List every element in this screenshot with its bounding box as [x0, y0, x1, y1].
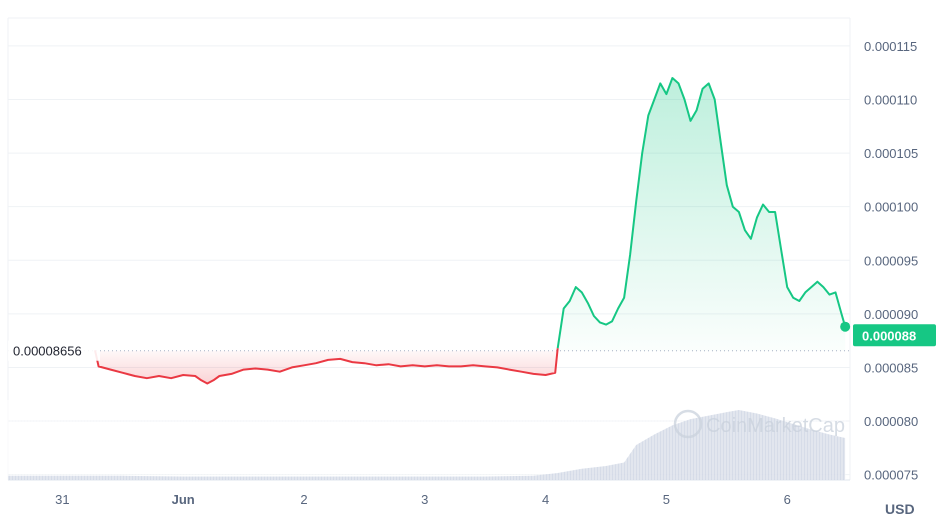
x-tick-label: 2 — [300, 492, 307, 507]
watermark-logo-icon — [673, 409, 703, 439]
y-tick-label: 0.000100 — [864, 200, 918, 215]
y-tick-label: 0.000085 — [864, 360, 918, 375]
x-axis: 31 Jun 2 3 4 5 6 — [55, 492, 791, 507]
last-price-badge-bg — [853, 324, 936, 347]
down-area-fill — [95, 348, 558, 384]
watermark: CoinMarketCap — [673, 409, 845, 439]
last-price-badge: 0.000088 — [853, 324, 936, 347]
x-tick-label: 5 — [663, 492, 670, 507]
reference-price-text: 0.00008656 — [13, 344, 82, 359]
x-tick-label: Jun — [172, 492, 195, 507]
y-tick-label: 0.000115 — [864, 39, 917, 54]
x-tick-label: 3 — [421, 492, 428, 507]
y-tick-label: 0.000105 — [864, 146, 918, 161]
volume-area — [7, 400, 846, 480]
x-tick-label: 6 — [784, 492, 791, 507]
area-fills — [95, 78, 846, 384]
x-tick-label: 4 — [542, 492, 549, 507]
last-price-text: 0.000088 — [862, 328, 916, 343]
currency-label: USD — [885, 501, 915, 517]
up-area-fill — [557, 78, 846, 351]
y-tick-label: 0.000110 — [864, 92, 917, 107]
price-line-up — [556, 77, 847, 349]
watermark-text: CoinMarketCap — [706, 415, 845, 437]
volume-area-shape — [8, 410, 846, 480]
y-tick-label: 0.000075 — [864, 468, 918, 483]
reference-price-label: 0.00008656 — [8, 340, 100, 361]
y-tick-label: 0.000090 — [864, 307, 918, 322]
y-tick-label: 0.000095 — [864, 253, 918, 268]
price-line-down — [94, 348, 559, 385]
y-tick-label: 0.000080 — [864, 414, 918, 429]
x-tick-label: 31 — [55, 492, 69, 507]
price-lines — [94, 77, 847, 385]
last-price-dot — [840, 321, 851, 332]
y-axis: 0.000115 0.000110 0.000105 0.000100 0.000095… — [864, 39, 918, 483]
